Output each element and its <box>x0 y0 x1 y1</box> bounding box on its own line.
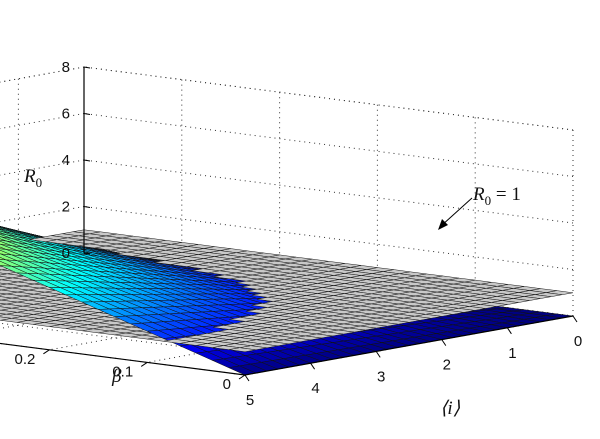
z-tick-label: 6 <box>62 106 70 123</box>
plane-cell <box>0 296 12 301</box>
i-tick-label: 4 <box>311 380 319 397</box>
plane-cell <box>240 284 269 290</box>
i-tick-label: 0 <box>574 333 582 350</box>
plane-cell <box>0 313 7 316</box>
beta-tick <box>140 361 148 367</box>
i-tick-label: 3 <box>377 368 385 385</box>
threshold-plane-front <box>29 229 574 353</box>
axis-lines <box>0 66 578 382</box>
i-tick <box>244 374 250 382</box>
plane-cell <box>251 293 279 298</box>
grid-line <box>83 206 574 270</box>
plane-cell <box>0 292 7 296</box>
annotation-text: R0 = 1 <box>472 184 521 208</box>
plane-cell <box>213 274 242 280</box>
z-tick <box>83 113 91 115</box>
beta-tick-label: 0 <box>223 376 231 393</box>
z-tick <box>83 66 91 69</box>
i-tick <box>375 351 381 358</box>
plane-cell <box>0 286 13 291</box>
plane-cell <box>0 309 1 311</box>
beta-tick-label: 0.2 <box>15 351 36 368</box>
z-tick-label: 0 <box>62 245 70 262</box>
plane-cell <box>29 237 57 242</box>
plane-cell <box>0 309 18 315</box>
plane-cell <box>192 268 220 274</box>
x-axis-label: ⟨i⟩ <box>440 398 461 419</box>
plane-cell <box>163 339 191 344</box>
grid-line <box>0 159 85 176</box>
grid-line <box>0 66 85 83</box>
plane-cell <box>0 279 2 281</box>
plane-cell <box>0 303 23 309</box>
plane-cell <box>235 280 263 286</box>
z-tick <box>83 252 91 255</box>
plane-cell <box>0 282 7 286</box>
grid-line <box>0 113 85 130</box>
surface-cell <box>0 226 2 228</box>
grid-line <box>83 159 574 224</box>
plane-cell <box>245 309 274 314</box>
i-tick <box>506 327 512 335</box>
plane-cell <box>229 317 257 322</box>
plane-cell <box>246 288 274 294</box>
z-tick-label: 2 <box>62 199 70 216</box>
beta-axis-line <box>0 342 246 376</box>
threshold-annotation: R0 = 1 <box>438 184 521 230</box>
grid-line <box>83 66 574 131</box>
plane-cell <box>0 279 18 285</box>
beta-tick <box>43 349 50 355</box>
plane-cell <box>0 303 7 306</box>
i-tick <box>441 339 447 346</box>
z-tick-label: 8 <box>62 59 70 76</box>
z-axis-label: R0 <box>23 166 42 190</box>
plane-cell <box>0 272 7 276</box>
y-axis-label: β <box>111 366 122 387</box>
i-tick-label: 2 <box>443 357 451 374</box>
grid-line <box>0 66 85 83</box>
plane-cell <box>256 297 285 302</box>
grid-line <box>0 206 85 223</box>
plane-cell <box>154 260 182 265</box>
plane-cell <box>0 289 18 295</box>
plane-cell <box>0 269 18 275</box>
z-tick-label: 4 <box>62 152 70 169</box>
plane-cell <box>0 299 1 301</box>
plane-cell <box>0 276 13 281</box>
plane-cell <box>0 289 2 291</box>
plane-cell <box>0 313 23 319</box>
plane-cell <box>0 316 12 321</box>
surface-cell <box>0 232 7 236</box>
surface-cell <box>0 238 7 242</box>
plane-cell <box>0 299 18 305</box>
i-tick-label: 5 <box>246 392 254 409</box>
plane-cell <box>0 269 2 271</box>
grid-line <box>83 113 574 177</box>
z-tick <box>83 159 91 162</box>
beta-tick <box>238 374 246 380</box>
plane-cell <box>116 251 144 257</box>
beta-tick-label: 0.1 <box>112 363 133 380</box>
plane-cell <box>251 303 279 308</box>
i-tick <box>310 362 316 370</box>
i-tick <box>572 315 578 323</box>
annotation-arrow-line <box>440 197 473 227</box>
i-tick-label: 1 <box>508 345 516 362</box>
surface-cell <box>0 257 7 261</box>
i-axis-line <box>244 315 574 376</box>
annotation-arrow-head <box>438 219 448 230</box>
grid-line <box>83 66 574 131</box>
plane-cell <box>212 325 241 330</box>
z-tick <box>83 206 91 208</box>
plane-cell <box>0 306 12 311</box>
